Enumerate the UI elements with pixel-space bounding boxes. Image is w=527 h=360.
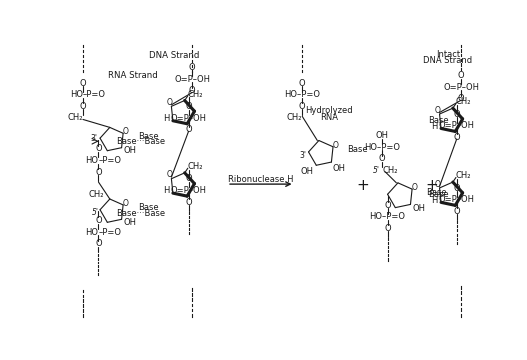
Text: DNA Strand: DNA Strand [149,51,200,60]
Text: O: O [453,207,460,216]
Text: O: O [189,63,196,72]
Text: Base: Base [426,188,447,197]
Text: O: O [186,102,192,111]
Text: CH₂: CH₂ [188,162,203,171]
Text: RNA: RNA [320,113,338,122]
Text: Base···Base: Base···Base [116,137,165,146]
Text: O: O [122,199,129,208]
Text: Base···Base: Base···Base [116,209,165,218]
Text: O: O [435,106,441,115]
Text: Hydrolyzed: Hydrolyzed [306,107,353,116]
Text: OH: OH [333,164,346,173]
Text: CH₂: CH₂ [67,113,83,122]
Text: OH: OH [413,204,426,213]
Text: O=P–OH: O=P–OH [171,114,207,123]
Text: 5': 5' [373,166,380,175]
Text: O: O [299,102,306,111]
Text: O: O [453,110,460,119]
Text: +: + [356,178,369,193]
Text: O=P–OH: O=P–OH [171,186,207,195]
Text: O: O [453,133,460,142]
Text: CH₂: CH₂ [382,166,397,175]
Text: CH₂: CH₂ [188,90,203,99]
Text: O: O [167,170,173,179]
Text: H: H [163,186,170,195]
Text: OH: OH [376,131,388,140]
Text: Ribonuclease H: Ribonuclease H [228,175,293,184]
Text: OH: OH [124,218,137,227]
Text: O: O [186,125,192,134]
Text: Base: Base [428,190,448,199]
Text: –P=O: –P=O [99,156,122,165]
Text: HO: HO [85,156,99,165]
Text: CH₂: CH₂ [456,171,472,180]
Text: H: H [432,122,438,131]
Text: O: O [122,127,129,136]
Text: Base: Base [347,145,368,154]
Text: O: O [95,167,102,176]
Text: 3': 3' [299,151,306,160]
Text: O: O [435,180,441,189]
Text: HO–P=O: HO–P=O [364,143,400,152]
Text: HO: HO [85,228,99,237]
Text: HO–P=O: HO–P=O [369,212,406,221]
Text: OH: OH [301,167,314,176]
Text: CH₂: CH₂ [287,113,302,122]
Text: O: O [379,154,385,163]
Text: –P=O: –P=O [83,90,106,99]
Text: Base: Base [428,116,448,125]
Text: O: O [412,183,417,192]
Text: O: O [95,216,102,225]
Text: Base: Base [139,203,159,212]
Text: –P=O: –P=O [99,228,122,237]
Text: HO: HO [70,90,83,99]
Text: H: H [163,114,170,123]
Text: O: O [458,94,464,103]
Text: O=P–OH: O=P–OH [443,82,479,91]
Text: CH₂: CH₂ [88,190,104,199]
Text: 3': 3' [90,134,97,143]
Text: O: O [167,98,173,107]
Text: O: O [299,79,306,88]
Text: 5': 5' [92,208,99,217]
Text: +: + [425,178,438,193]
Text: O: O [384,224,391,233]
Text: O: O [95,239,102,248]
Text: CH₂: CH₂ [456,98,472,107]
Text: O=P–OH: O=P–OH [439,121,475,130]
Text: O=P–OH: O=P–OH [439,195,475,204]
Text: O: O [186,175,192,184]
Text: O: O [458,71,464,80]
Text: O: O [95,144,102,153]
Text: O: O [189,86,196,95]
Text: O: O [333,141,338,150]
Text: O=P–OH: O=P–OH [174,75,210,84]
Text: RNA Strand: RNA Strand [109,71,158,80]
Text: O: O [453,184,460,193]
Text: HO–P=O: HO–P=O [284,90,320,99]
Text: O: O [384,201,391,210]
Text: OH: OH [124,146,137,155]
Text: DNA Strand: DNA Strand [423,57,473,66]
Text: Intact: Intact [436,50,460,59]
Text: O: O [186,198,192,207]
Text: Base: Base [139,132,159,141]
Text: O: O [80,102,86,111]
Text: H: H [432,195,438,204]
Text: O: O [80,79,86,88]
